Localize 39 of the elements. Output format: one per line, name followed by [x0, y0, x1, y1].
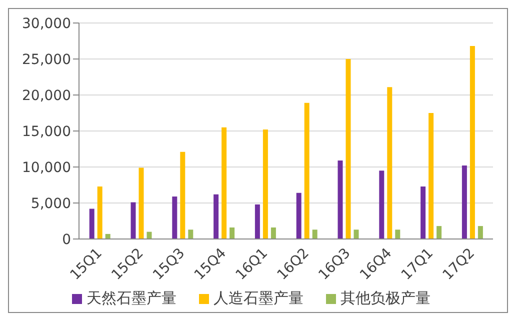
- bar: [436, 226, 442, 239]
- y-tick-label: 5,000: [30, 196, 71, 212]
- bar: [230, 227, 235, 239]
- bar: [338, 160, 343, 239]
- y-tick-label: 30,000: [22, 16, 71, 32]
- bar: [254, 204, 260, 239]
- bar: [379, 170, 384, 239]
- bar: [346, 59, 351, 239]
- bar: [188, 230, 194, 239]
- bar: [138, 168, 144, 239]
- legend-label: 其他负极产量: [340, 289, 430, 308]
- y-tick-label: 20,000: [22, 88, 71, 104]
- bar: [146, 232, 152, 239]
- legend-label: 人造石墨产量: [214, 289, 304, 308]
- bar: [222, 127, 227, 239]
- bar: [270, 227, 276, 239]
- bar: [470, 46, 475, 239]
- bar: [478, 226, 483, 239]
- y-tick-label: 10,000: [22, 160, 71, 176]
- bar: [130, 202, 136, 239]
- bar: [97, 186, 102, 239]
- bar: [354, 230, 359, 239]
- bar: [296, 192, 302, 239]
- bar: [89, 208, 94, 239]
- bar: [180, 152, 186, 239]
- bar: [420, 186, 426, 239]
- bar: [312, 230, 318, 239]
- y-tick-label: 0: [62, 232, 71, 248]
- legend-label: 天然石墨产量: [86, 289, 176, 308]
- y-tick-label: 25,000: [22, 52, 71, 68]
- bar: [387, 87, 392, 239]
- y-tick-label: 15,000: [22, 124, 71, 140]
- bar: [214, 194, 219, 239]
- bar: [262, 130, 268, 239]
- bar: [304, 102, 310, 239]
- bar: [428, 113, 434, 239]
- bar: [172, 196, 178, 239]
- bar: [395, 230, 400, 239]
- bar: [462, 166, 467, 239]
